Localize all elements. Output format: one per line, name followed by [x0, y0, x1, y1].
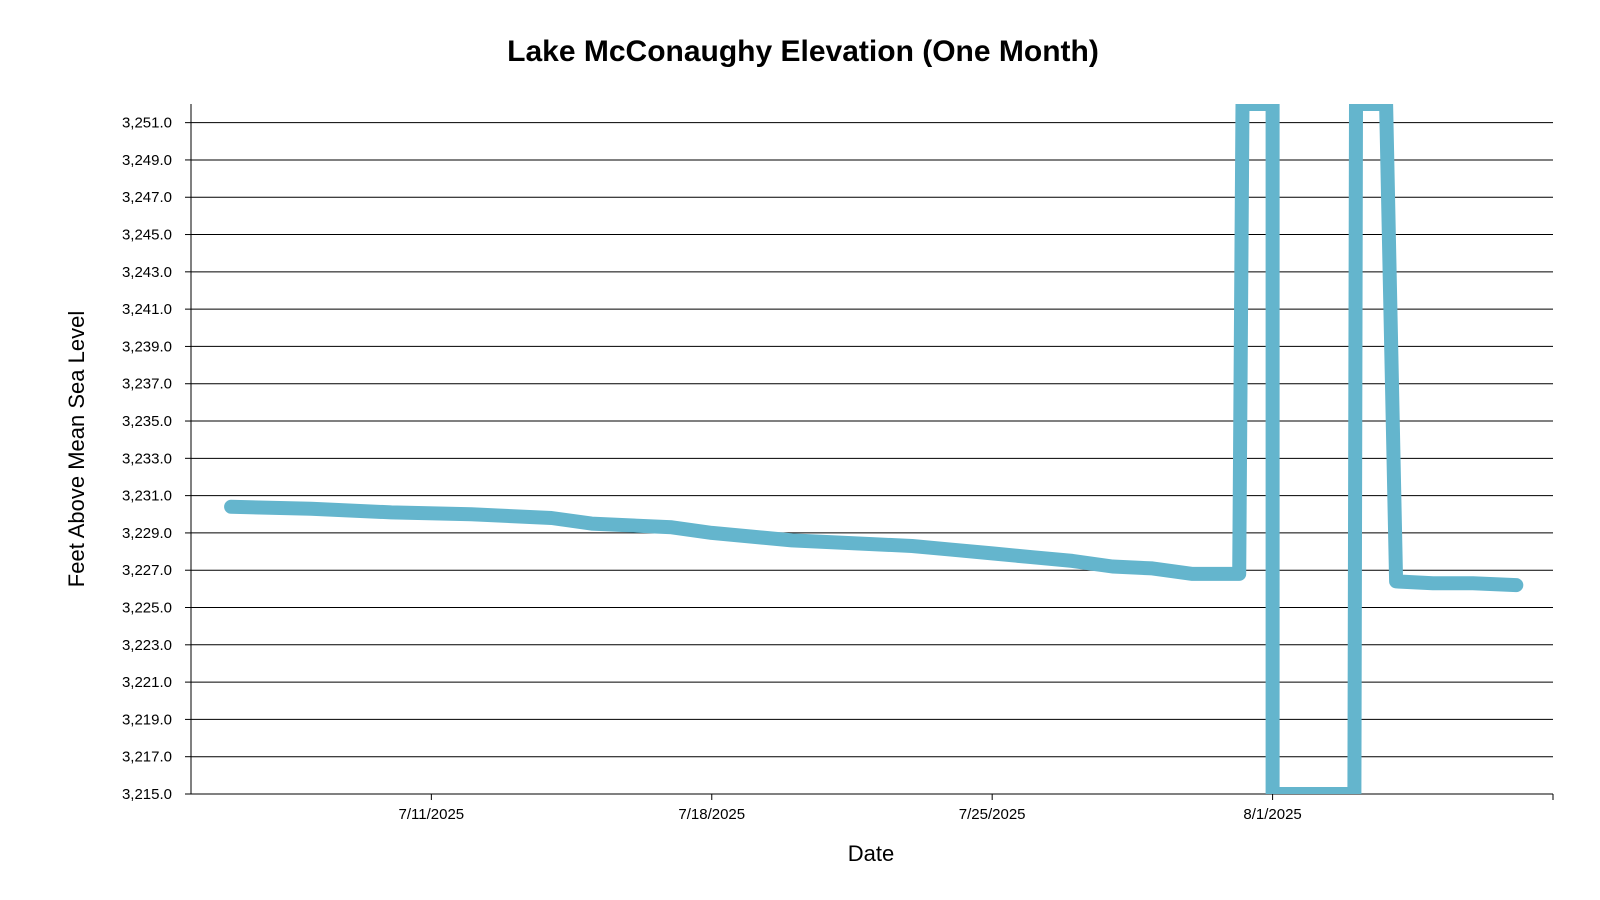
x-axis-label: Date — [848, 841, 894, 866]
gridlines — [191, 122, 1553, 758]
y-tick-label: 3,245.0 — [122, 227, 172, 244]
chart-title: Lake McConaughy Elevation (One Month) — [507, 35, 1099, 68]
y-tick-label: 3,249.0 — [122, 152, 172, 169]
y-tick-label: 3,223.0 — [122, 637, 172, 654]
y-tick-label: 3,229.0 — [122, 525, 172, 542]
y-tick-label: 3,215.0 — [122, 786, 172, 803]
x-tick-label: 7/18/2025 — [678, 806, 745, 823]
y-tick-label: 3,247.0 — [122, 189, 172, 206]
y-tick-label: 3,217.0 — [122, 749, 172, 766]
y-tick-label: 3,221.0 — [122, 674, 172, 691]
y-tick-label: 3,219.0 — [122, 711, 172, 728]
y-tick-label: 3,231.0 — [122, 488, 172, 505]
y-tick-label: 3,233.0 — [122, 450, 172, 467]
y-tick-label: 3,237.0 — [122, 376, 172, 393]
x-tick-label: 7/11/2025 — [399, 806, 465, 823]
x-tick-label: 8/1/2025 — [1243, 806, 1301, 823]
y-tick-label: 3,225.0 — [122, 600, 172, 617]
x-axis-ticks: 7/11/2025 7/18/2025 7/25/2025 8/1/2025 — [399, 794, 1554, 823]
y-tick-label: 3,239.0 — [122, 338, 172, 355]
elevation-series-line — [224, 104, 1524, 794]
y-tick-label: 3,251.0 — [122, 115, 172, 132]
y-tick-label: 3,227.0 — [122, 562, 172, 579]
y-tick-label: 3,243.0 — [122, 264, 172, 281]
y-tick-label: 3,241.0 — [122, 301, 172, 318]
y-axis-ticks: 3,215.0 3,217.0 3,219.0 3,221.0 3,223.0 3,225… — [122, 115, 191, 803]
y-tick-label: 3,235.0 — [122, 413, 172, 430]
x-tick-label: 7/25/2025 — [959, 806, 1026, 823]
y-axis-label: Feet Above Mean Sea Level — [64, 311, 89, 587]
